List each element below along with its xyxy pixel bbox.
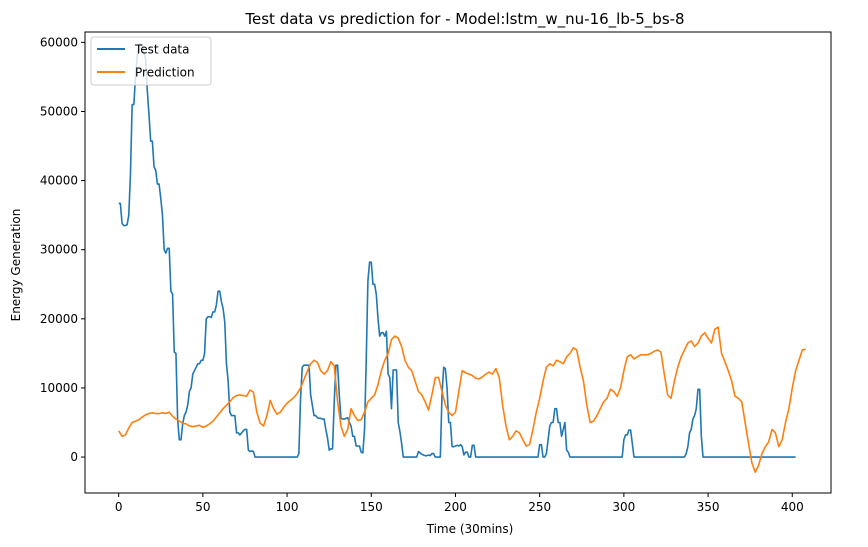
x-tick-label: 150	[360, 500, 383, 514]
x-tick-label: 0	[115, 500, 123, 514]
series-line-test-data	[118, 42, 796, 458]
y-tick-label: 10000	[40, 381, 78, 395]
x-tick-label: 350	[697, 500, 720, 514]
plot-frame	[84, 31, 832, 494]
y-tick-label: 40000	[40, 174, 78, 188]
x-axis: 0 50 100 150 200 250 300 350 400	[115, 493, 804, 514]
x-tick-label: 50	[195, 500, 210, 514]
series-layer	[117, 42, 806, 474]
y-tick-label: 20000	[40, 312, 78, 326]
y-axis: 0 10000 20000 30000 40000 50000 60000	[40, 35, 85, 464]
x-tick-label: 250	[528, 500, 551, 514]
y-tick-label: 50000	[40, 104, 78, 118]
x-tick-label: 200	[444, 500, 467, 514]
legend-label-prediction: Prediction	[135, 66, 195, 80]
series-line-prediction	[117, 326, 806, 474]
y-axis-label: Energy Generation	[9, 209, 23, 322]
y-tick-label: 60000	[40, 35, 78, 49]
legend: Test data Prediction	[90, 36, 212, 86]
x-tick-label: 400	[781, 500, 804, 514]
x-axis-label: Time (30mins)	[426, 522, 514, 536]
plot-area: 0 50 100 150 200 250 300 350 400 0 10000 20000 3000…	[40, 31, 832, 514]
y-tick-label: 30000	[40, 243, 78, 257]
legend-label-test-data: Test data	[134, 43, 189, 57]
y-tick-label: 0	[70, 450, 78, 464]
x-tick-label: 100	[276, 500, 299, 514]
x-tick-label: 300	[612, 500, 635, 514]
chart-title: Test data vs prediction for - Model:lstm…	[244, 10, 684, 29]
